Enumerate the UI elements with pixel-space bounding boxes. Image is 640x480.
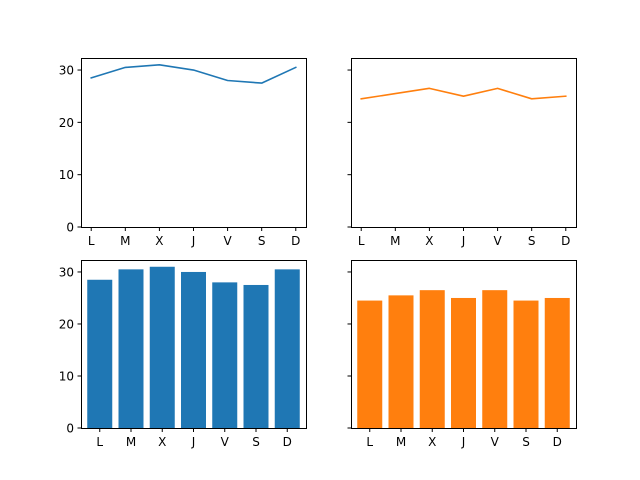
y-tick-label: 30 [59,64,74,78]
x-tick-label: X [425,234,433,248]
y-tick-label: 20 [59,317,74,331]
x-tick-label: M [120,234,130,248]
x-tick-label: V [223,234,232,248]
bar-X [149,266,175,428]
bar-X [419,290,445,428]
bar-L [357,300,383,428]
y-tick-label: 10 [59,369,74,383]
axes-frame [81,58,307,228]
y-tick-label: 0 [66,422,74,436]
bar-S [243,284,269,428]
x-tick-label: X [428,435,436,449]
x-tick-label: S [528,234,536,248]
subplot-bar-blue: L M X J V S D 0 10 20 30 [59,260,307,449]
y-tick-label: 20 [59,116,74,130]
y-tick-label: 0 [66,221,74,235]
x-tick-label: L [358,234,365,248]
x-tick-label: S [258,234,266,248]
bar-J [451,297,476,428]
bar-J [181,271,206,428]
axes-frame [351,58,577,228]
x-tick-label: L [366,435,373,449]
x-tick-label: J [461,234,466,248]
x-tick-label: J [191,234,196,248]
series-line [360,87,567,100]
x-tick-label: X [155,234,163,248]
x-tick-label: D [291,234,300,248]
bar-L [87,279,113,428]
bar-V [482,290,508,428]
x-tick-label: J [461,435,466,449]
x-tick-label: D [553,435,562,449]
bar-V [212,282,238,428]
bar-D [544,297,570,428]
x-tick-label: M [396,435,406,449]
x-tick-label: D [283,435,292,449]
x-tick-label: X [158,435,166,449]
x-tick-label: J [191,435,196,449]
x-tick-label: V [221,435,230,449]
y-tick-label: 10 [59,168,74,182]
y-tick-label: 30 [59,265,74,279]
x-tick-label: S [252,435,260,449]
x-tick-label: S [522,435,530,449]
bar-M [118,269,144,428]
x-tick-label: M [390,234,400,248]
x-tick-label: V [491,435,500,449]
x-tick-label: V [493,234,502,248]
subplot-line-blue: L M X J V S D 0 10 20 30 [59,58,307,248]
bar-M [388,295,414,428]
x-tick-label: D [561,234,570,248]
bar-D [274,269,300,428]
series-line [90,64,297,84]
x-tick-label: M [126,435,136,449]
x-tick-label: L [96,435,103,449]
bar-S [513,300,539,428]
x-tick-label: L [88,234,95,248]
